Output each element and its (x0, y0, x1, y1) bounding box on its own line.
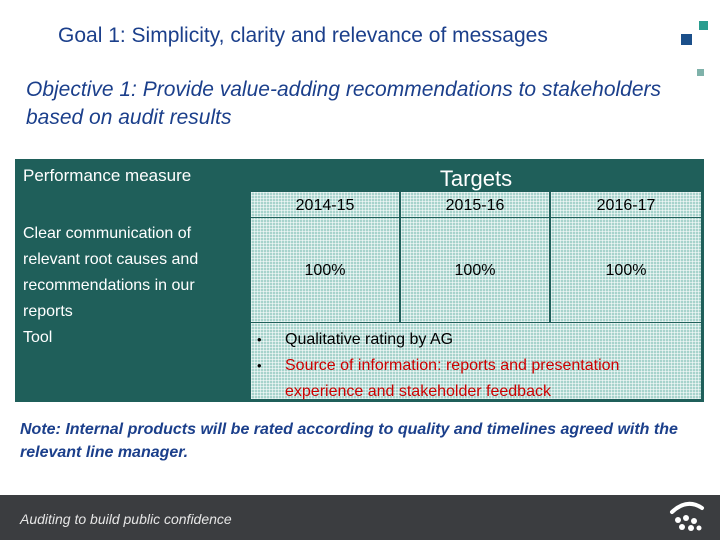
footer-bar: Auditing to build public confidence (0, 495, 720, 540)
note-text: Note: Internal products will be rated ac… (20, 421, 678, 461)
targets-header: Targets (439, 166, 513, 191)
tool-label: Tool (23, 329, 53, 346)
slide-title: Goal 1: Simplicity, clarity and relevanc… (58, 24, 548, 47)
measure-header: Performance measure (23, 166, 192, 185)
bullet-icon: • (257, 332, 262, 347)
decor-square-teal (699, 21, 708, 30)
targets-table: Performance measure Targets 2014-15 2015… (15, 159, 704, 402)
target-value-2016-17: 100% (551, 218, 701, 322)
tool-cell: • Qualitative rating by AG • Source of i… (251, 323, 701, 400)
year-2014-15: 2014-15 (251, 192, 399, 217)
tool-item-rating: • Qualitative rating by AG (257, 327, 697, 353)
decor-square-light (697, 69, 704, 76)
auditor-general-logo-icon (670, 501, 704, 531)
decor-square-blue (681, 34, 692, 45)
tool-item-source: • Source of information: reports and pre… (257, 353, 697, 405)
tool-item-text: Qualitative rating by AG (285, 331, 454, 348)
year-2015-16: 2015-16 (401, 192, 549, 217)
target-value-2014-15: 100% (251, 218, 399, 322)
objective-text: Objective 1: Provide value-adding recomm… (26, 78, 662, 129)
tool-item-text: Source of information: reports and prese… (285, 357, 620, 400)
measure-cell: Clear communication of relevant root cau… (19, 219, 249, 399)
tool-list: • Qualitative rating by AG • Source of i… (257, 327, 697, 405)
bullet-icon: • (257, 358, 262, 373)
year-2016-17: 2016-17 (551, 192, 701, 217)
footer-tagline: Auditing to build public confidence (20, 511, 232, 527)
measure-text: Clear communication of relevant root cau… (23, 225, 199, 320)
target-value-2015-16: 100% (401, 218, 549, 322)
